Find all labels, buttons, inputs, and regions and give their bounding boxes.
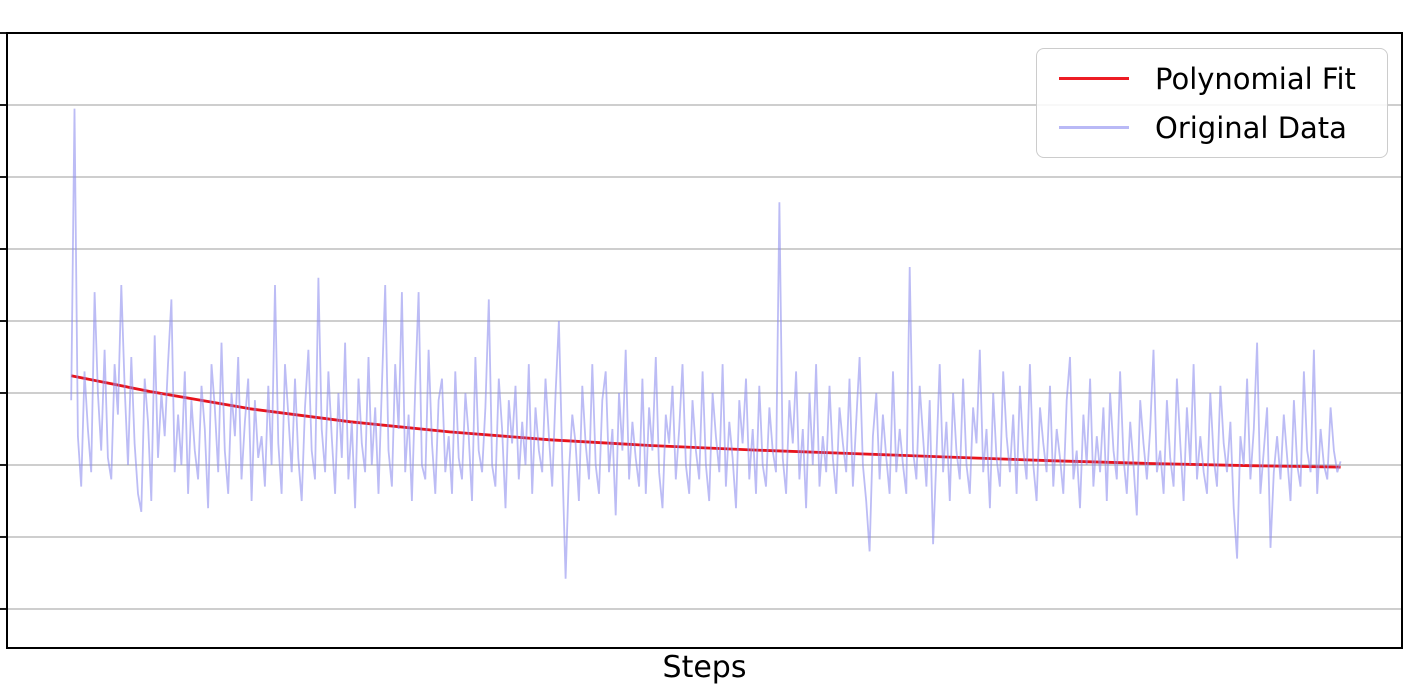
legend-item-original-data: Original Data — [1051, 103, 1373, 152]
original-data-line-swatch — [1059, 126, 1129, 129]
original-data-line — [70, 108, 1342, 579]
legend-label-original-data: Original Data — [1155, 110, 1347, 145]
plot-border — [6, 32, 1403, 649]
x-axis-label: Steps — [662, 650, 747, 685]
gridlines — [7, 104, 1402, 610]
polynomial-fit-line-swatch — [1059, 77, 1129, 80]
legend-label-polynomial-fit: Polynomial Fit — [1155, 61, 1356, 96]
legend-item-polynomial-fit: Polynomial Fit — [1051, 54, 1373, 103]
legend: Polynomial Fit Original Data — [1036, 48, 1388, 158]
y-axis-ticks — [0, 32, 7, 610]
